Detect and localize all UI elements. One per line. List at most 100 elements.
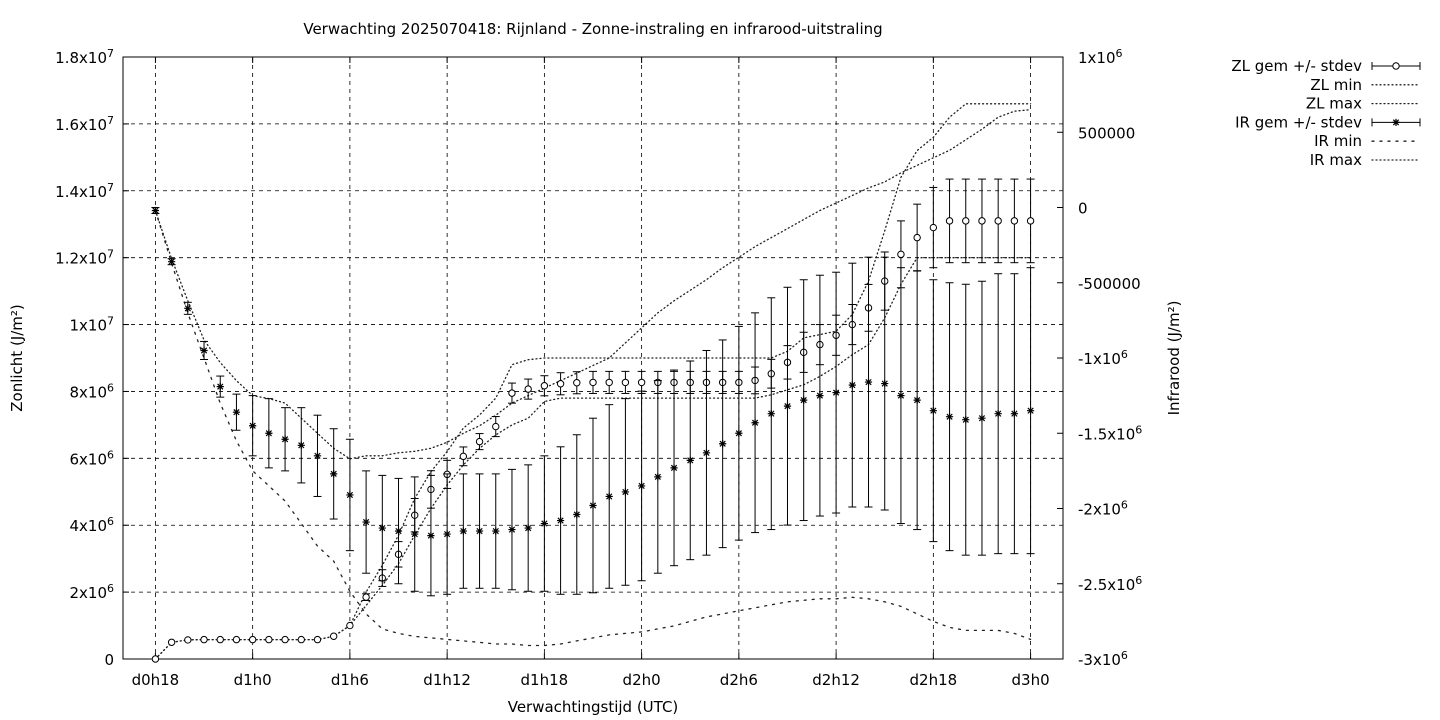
series-5-line [154,109,1032,460]
series-3-point-38 [767,410,775,418]
series-3-point-31 [654,473,662,481]
y-right-tick-label-6: 0 [1078,200,1088,218]
series-3-point-45 [881,379,889,388]
y-axis-right: -3x106 -2.5x106 -2x106 -1.5x106 -1x106 -50000… [1057,47,1142,669]
series-3-point-1 [168,258,176,266]
x-tick-label-7: d2h12 [812,671,860,689]
series-3-point-41 [816,392,824,400]
x-tick-label-0: d0h18 [132,671,180,689]
series-0-point-23 [524,385,532,393]
y-right-tick-label-1: -2.5x106 [1078,574,1142,594]
series-0-point-5 [232,635,241,644]
x-axis: d0h18 d1h0 d1h6 d1h12 d1h18 d2h0 d2h6 d2h12 d2h1… [132,57,1050,689]
series-0-point-22 [508,389,516,397]
series-3-point-49 [945,413,954,421]
legend-label-0: ZL gem +/- stdev [1231,57,1362,75]
chart-title: Verwachting 2025070418: Rijnland - Zonne… [303,20,882,38]
y-left-tick-label-5: 1x107 [69,315,114,335]
series-3-point-18 [443,530,451,538]
y-right-tick-label-4: -1x106 [1078,348,1128,368]
series-3-point-39 [783,402,792,410]
y-right-tick-label-3: -1.5x106 [1078,423,1142,443]
series-3-point-54 [1026,407,1035,415]
legend-label-4: IR min [1314,132,1362,150]
x-tick-label-1: d1h0 [234,671,272,689]
series-0-point-1 [167,638,176,646]
series-3-point-40 [800,396,808,404]
series-0-point-2 [184,636,192,644]
series-0-point-29 [621,378,630,387]
x-tick-label-5: d2h0 [623,671,661,689]
series-3-point-44 [864,378,873,386]
series-3-point-15 [394,527,403,535]
y-left-tick-label-4: 8x106 [69,381,114,401]
series-3-point-34 [702,449,711,457]
series-3-point-19 [459,527,467,535]
series-3-point-20 [475,527,484,535]
series-0-point-20 [475,437,484,446]
series-3-point-50 [962,416,970,424]
series-3-point-52 [994,410,1002,418]
series-3-point-5 [232,408,241,416]
x-tick-label-2: d1h6 [331,671,369,689]
y-left-tick-label-0: 0 [104,651,114,669]
series-3-point-12 [346,491,354,499]
series-3-point-10 [313,452,322,460]
x-tick-label-4: d1h18 [521,671,569,689]
series-0-point-25 [556,380,565,388]
series-0-point-7 [265,635,273,644]
series-3-point-24 [540,519,548,528]
y-left-tick-label-2: 4x106 [69,515,114,535]
x-tick-label-8: d2h18 [910,671,958,689]
series-0-point-53 [1010,217,1019,225]
series-3-point-13 [362,518,370,526]
series-0-point-8 [281,635,289,644]
legend-label-5: IR max [1310,151,1362,169]
series-3-point-17 [427,531,435,540]
y-left-tick-label-1: 2x106 [69,582,114,602]
series-4-line [154,209,1032,647]
y-left-tick-label-6: 1.2x107 [55,248,114,268]
series-3-point-0 [151,206,160,215]
series-3-point-37 [751,419,759,427]
series-0-point-21 [492,422,500,431]
legend-label-2: ZL max [1306,95,1362,113]
series-0-point-0 [151,655,160,663]
y-axis-label-left: Zonlicht (J/m²) [8,304,26,412]
series-3-point-32 [670,464,678,472]
series-3-point-43 [848,381,856,389]
series-3-point-9 [297,441,305,449]
series-0-point-6 [248,635,257,644]
y-right-tick-label-2: -2x106 [1078,499,1128,519]
series-3-point-16 [411,530,419,538]
y-right-tick-label-7: 500000 [1078,124,1135,142]
y-right-tick-label-5: -500000 [1078,275,1141,293]
series-3-point-27 [589,501,597,510]
series-3-point-35 [719,440,727,448]
series-3-point-8 [281,435,289,443]
series-3-point-51 [978,414,986,422]
legend-label-1: ZL min [1310,76,1362,94]
y-left-tick-label-3: 6x106 [69,448,114,468]
x-tick-label-3: d1h12 [423,671,471,689]
x-tick-label-9: d3h0 [1012,671,1050,689]
series-3-point-46 [897,392,905,400]
series-3-point-14 [378,524,386,532]
series-3-point-22 [508,525,516,534]
series-3-point-26 [573,510,581,519]
series-3-point-42 [832,389,840,397]
series-0-point-50 [962,217,970,225]
series-3-point-53 [1010,410,1018,418]
series-3-point-2 [184,304,192,312]
legend-label-3: IR gem +/- stdev [1235,113,1362,131]
series-0-point-4 [216,635,224,644]
series-3-point-30 [638,482,646,490]
series-layer [151,103,1035,663]
series-0-point-48 [929,223,938,232]
y-axis-label-right: Infrarood (J/m²) [1165,301,1183,416]
x-axis-label: Verwachtingstijd (UTC) [508,698,679,716]
series-3-point-6 [249,422,257,430]
series-0-point-52 [994,217,1002,225]
